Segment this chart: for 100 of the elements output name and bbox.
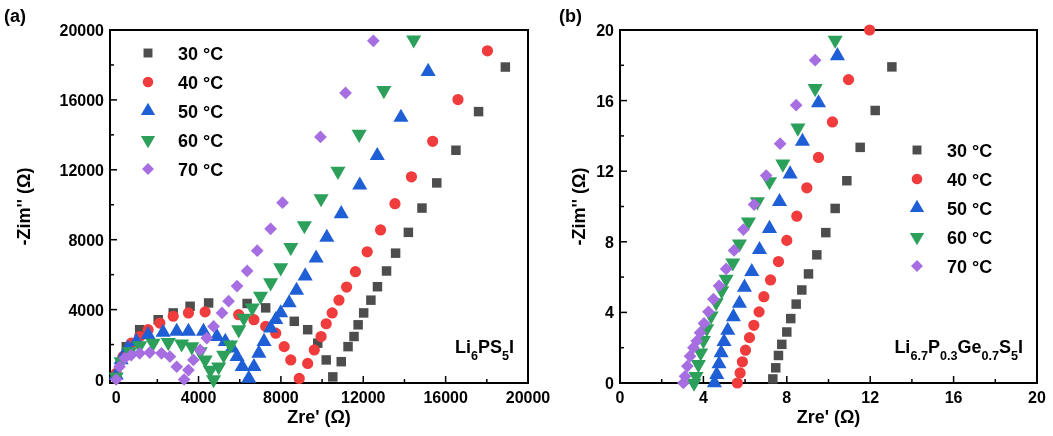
point [707,292,720,306]
point [777,339,787,350]
point [810,94,827,108]
legend-label: 60 °C [178,131,224,151]
point [826,116,839,128]
point [768,374,778,384]
point [737,223,750,236]
y-tick-label: 8000 [68,231,105,249]
point [432,178,442,188]
point [390,248,401,258]
point [381,266,392,276]
point [855,142,865,153]
y-tick-label: 20 [596,22,615,39]
y-tick-label: 12000 [59,161,105,179]
chart-title: (b) [559,6,582,26]
point [285,354,297,366]
point [678,369,692,383]
y-tick-label: 0 [605,375,615,392]
point [333,205,349,219]
point [351,129,367,143]
y-tick-label: 16 [596,92,615,110]
point [200,331,214,345]
point [734,367,746,379]
point [713,344,729,358]
point [782,165,798,179]
point [199,306,211,318]
x-axis-title: Zre' (Ω) [796,407,861,427]
legend-label: 50 °C [178,102,224,122]
point [193,343,207,357]
point [842,175,852,186]
point [870,105,880,116]
point [739,344,752,356]
point [473,106,484,117]
point [829,47,846,61]
point [403,227,414,238]
y-tick-label: 20000 [59,22,105,39]
point [248,314,260,326]
point [452,93,464,106]
point [405,171,418,183]
point [163,350,177,363]
point [781,234,793,246]
point [250,244,264,258]
point [321,355,331,365]
y-tick-label: 4000 [68,301,105,319]
point [863,24,876,36]
point [281,294,297,308]
point [234,358,250,372]
point [758,291,770,303]
point [719,262,733,276]
point [252,291,269,305]
point [693,326,707,340]
point [264,222,277,236]
point [789,98,803,112]
x-tick-label: 4000 [180,389,217,406]
annotation: Li$_{6}$PS$_{5}$I [454,337,514,363]
point [772,255,785,268]
point [791,299,801,309]
point [842,73,855,86]
point [751,241,768,255]
point [133,346,147,360]
legend-label: 40 °C [947,170,993,190]
point [748,319,760,331]
point [366,295,376,305]
point [182,307,195,319]
point [725,308,741,322]
legend-label: 70 °C [947,257,993,277]
point [353,320,363,330]
point [887,62,897,72]
y-tick-label: 4 [605,304,615,322]
x-tick-label: 12000 [341,389,386,406]
point [215,306,229,320]
point [276,196,289,210]
point [314,130,327,144]
point [302,324,313,335]
point [367,34,380,48]
y-axis-title: -Zim'' (Ω) [14,167,34,246]
point [293,372,305,385]
x-tick-label: 8000 [263,389,299,406]
point [315,330,327,343]
point [797,285,807,295]
y-tick-label: 16000 [59,91,105,109]
point [812,151,825,164]
point [170,360,184,374]
point [328,372,338,382]
point [680,359,694,373]
point [143,346,157,359]
point [349,331,359,342]
point [771,193,788,207]
x-tick-label: 16000 [423,389,468,406]
legend-label: 50 °C [947,199,993,219]
point [406,35,422,49]
point [230,279,244,293]
y-tick-label: 0 [95,371,105,389]
point [808,53,822,67]
chart-title: (a) [4,6,26,26]
point [320,318,332,330]
point [330,166,346,180]
point [711,355,727,369]
point [771,363,781,373]
legend-label: 60 °C [947,228,993,248]
